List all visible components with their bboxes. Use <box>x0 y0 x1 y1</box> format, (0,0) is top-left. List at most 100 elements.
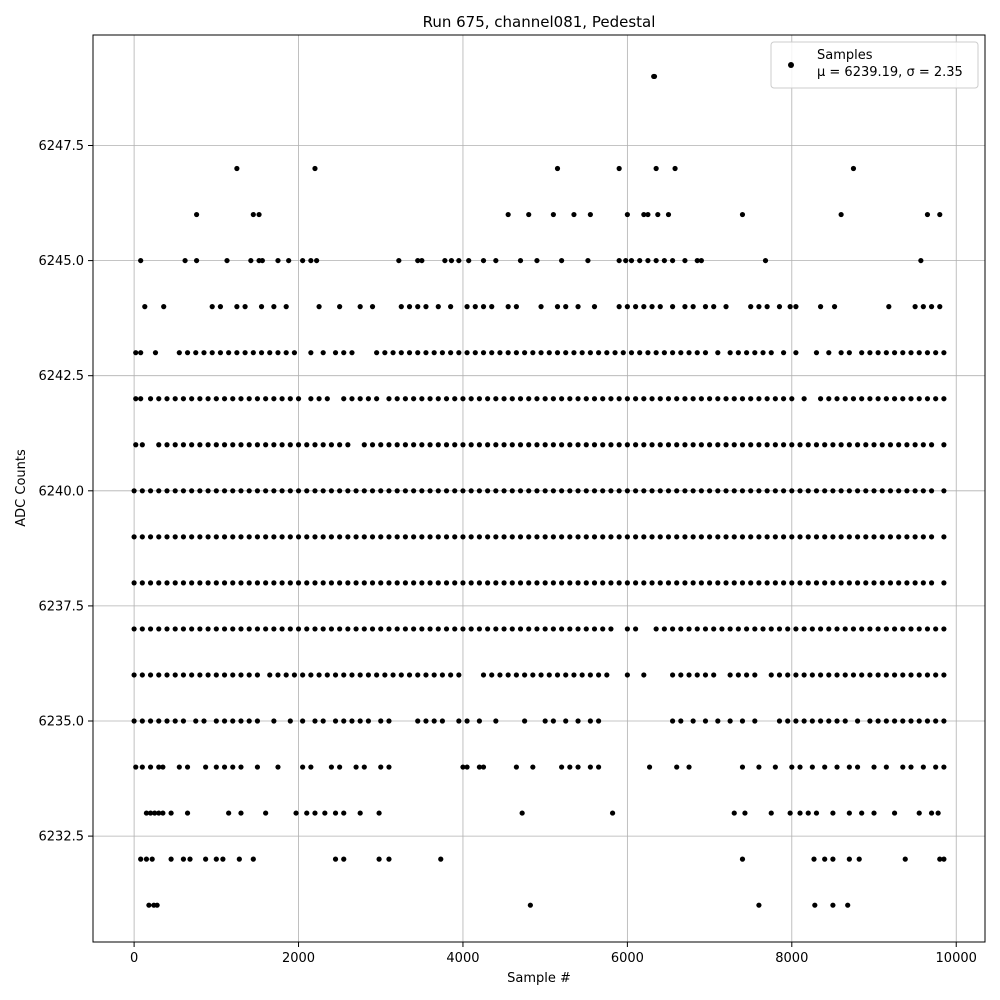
data-point <box>764 534 770 540</box>
data-point <box>902 856 908 862</box>
data-point <box>213 718 219 724</box>
data-point <box>293 810 299 816</box>
data-point <box>538 672 544 678</box>
data-point <box>649 396 655 402</box>
data-point <box>501 534 507 540</box>
data-point <box>550 211 556 218</box>
data-point <box>924 626 931 632</box>
data-point <box>201 718 207 724</box>
data-point <box>542 534 548 540</box>
data-point <box>189 396 195 402</box>
data-point <box>517 488 524 494</box>
data-point <box>509 626 515 632</box>
data-point <box>439 350 446 356</box>
data-point <box>789 488 795 494</box>
data-point <box>587 211 593 218</box>
data-point <box>768 810 774 816</box>
data-point <box>376 856 382 862</box>
data-point <box>509 580 515 586</box>
data-point <box>842 672 848 678</box>
data-point <box>480 257 487 264</box>
data-point <box>415 718 421 724</box>
data-point <box>131 580 137 586</box>
data-point <box>131 488 137 494</box>
data-point <box>624 672 630 678</box>
data-point <box>563 718 569 724</box>
data-point <box>706 442 713 448</box>
data-point <box>554 672 561 678</box>
data-point <box>591 488 598 494</box>
data-point <box>883 672 889 678</box>
data-point <box>883 718 889 724</box>
data-point <box>620 350 626 356</box>
data-point <box>772 534 778 540</box>
data-point <box>304 534 310 540</box>
data-point <box>456 718 462 724</box>
data-point <box>438 856 444 862</box>
data-point <box>205 534 211 540</box>
data-point <box>133 764 139 770</box>
data-point <box>546 350 552 356</box>
data-point <box>813 350 820 356</box>
data-point <box>846 580 852 586</box>
data-point <box>542 442 548 448</box>
data-point <box>748 396 754 402</box>
data-point <box>312 580 318 586</box>
data-point <box>550 626 556 632</box>
data-point <box>624 626 630 632</box>
data-point <box>230 580 236 586</box>
data-point <box>180 580 187 586</box>
data-point <box>238 718 244 724</box>
data-point <box>563 304 569 310</box>
data-point <box>147 488 154 494</box>
data-point <box>427 396 433 402</box>
data-point <box>402 488 409 494</box>
data-point <box>591 396 598 402</box>
data-point <box>875 718 881 724</box>
data-point <box>406 672 413 678</box>
data-point <box>133 350 139 356</box>
data-point <box>887 442 894 448</box>
data-point <box>830 580 836 586</box>
data-point <box>871 534 877 540</box>
data-point <box>624 488 630 494</box>
data-point <box>715 580 721 586</box>
data-point <box>164 672 170 678</box>
data-point <box>665 534 672 540</box>
data-point <box>608 626 614 632</box>
data-point <box>554 304 561 310</box>
data-point <box>423 672 429 678</box>
data-point <box>250 856 256 862</box>
data-point <box>941 856 947 862</box>
data-point <box>258 304 265 310</box>
data-point <box>604 350 610 356</box>
data-point <box>341 718 347 724</box>
data-point <box>464 304 470 310</box>
data-point <box>472 350 478 356</box>
data-point <box>863 488 869 494</box>
data-point <box>838 580 844 586</box>
data-point <box>715 718 721 724</box>
data-point <box>415 257 421 264</box>
data-point <box>735 672 741 678</box>
data-point <box>542 718 548 724</box>
y-tick-label: 6245.0 <box>39 254 85 269</box>
data-point <box>156 580 162 586</box>
data-point <box>238 672 244 678</box>
data-point <box>715 534 721 540</box>
data-point <box>501 442 507 448</box>
y-tick-label: 6232.5 <box>39 830 85 845</box>
data-point <box>349 396 355 402</box>
data-point <box>295 580 302 586</box>
data-point <box>345 534 351 540</box>
data-point <box>295 488 302 494</box>
data-point <box>328 442 335 448</box>
data-point <box>287 442 293 448</box>
data-point <box>854 580 861 586</box>
data-point <box>353 488 359 494</box>
data-point <box>711 304 717 310</box>
data-point <box>789 396 795 402</box>
data-point <box>279 442 285 448</box>
data-point <box>698 488 704 494</box>
data-point <box>715 350 721 356</box>
